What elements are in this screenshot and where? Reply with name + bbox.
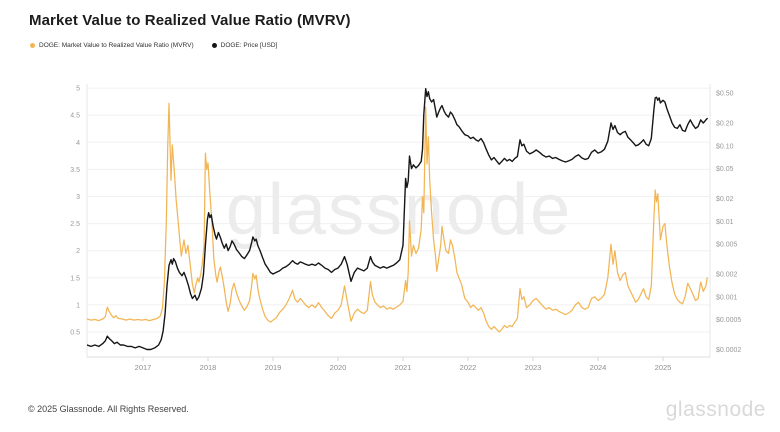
x-axis-tick-label: 2020 [330, 363, 347, 372]
y-axis-left-tick-label: 1 [76, 302, 80, 309]
legend: DOGE: Market Value to Realized Value Rat… [30, 42, 277, 49]
x-axis-tick-label: 2019 [265, 363, 282, 372]
x-axis-tick-label: 2017 [135, 363, 152, 372]
y-axis-right-tick-label: $0.0002 [716, 347, 741, 354]
y-axis-right-tick-label: $0.001 [716, 294, 738, 301]
y-axis-right-tick-label: $0.20 [716, 121, 734, 128]
y-axis-left-tick-label: 4.5 [70, 113, 80, 120]
y-axis-right-tick-label: $0.02 [716, 196, 734, 203]
series-group [87, 87, 708, 351]
y-axis-right-tick-label: $0.0005 [716, 317, 741, 324]
y-axis-left-tick-label: 4 [76, 140, 80, 147]
legend-item-label: DOGE: Price [USD] [220, 42, 278, 49]
legend-item-label: DOGE: Market Value to Realized Value Rat… [39, 42, 194, 49]
y-axis-left-tick-label: 2.5 [70, 221, 80, 228]
price-line-series [87, 87, 708, 351]
y-axis-right-tick-label: $0.01 [716, 219, 734, 226]
page-title: Market Value to Realized Value Ratio (MV… [29, 12, 351, 29]
legend-item-mvrv[interactable]: DOGE: Market Value to Realized Value Rat… [30, 42, 194, 49]
y-axis-left-tick-label: 1.5 [70, 275, 80, 282]
x-axis-tick-label: 2024 [590, 363, 607, 372]
y-axis-left-tick-label: 0.5 [70, 330, 80, 337]
x-axis-tick-label: 2021 [395, 363, 412, 372]
legend-item-price[interactable]: DOGE: Price [USD] [211, 42, 278, 49]
x-axis-tick-label: 2018 [200, 363, 217, 372]
y-axis-right-tick-label: $0.005 [716, 242, 738, 249]
glassnode-logo: glassnode [665, 398, 766, 421]
x-axis-tick-label: 2022 [460, 363, 477, 372]
x-axis-tick-label: 2025 [655, 363, 672, 372]
y-axis-right-tick-label: $0.002 [716, 272, 738, 279]
y-axis-left-tick-label: 2 [76, 248, 80, 255]
mvrv-line-series [87, 102, 708, 333]
y-axis-right-tick-label: $0.05 [716, 166, 734, 173]
y-axis-right-tick-label: $0.50 [716, 91, 734, 98]
watermark: glassnode [226, 170, 572, 250]
y-axis-right-tick-label: $0.10 [716, 143, 734, 150]
x-axis-tick-label: 2023 [525, 363, 542, 372]
y-axis-left-tick-label: 3 [76, 194, 80, 201]
price-series-marker-icon [211, 43, 217, 48]
y-axis-left-tick-label: 3.5 [70, 167, 80, 174]
mvrv-series-marker-icon [30, 43, 35, 48]
copyright-text: © 2025 Glassnode. All Rights Reserved. [28, 404, 189, 414]
y-axis-left-tick-label: 5 [76, 86, 80, 93]
